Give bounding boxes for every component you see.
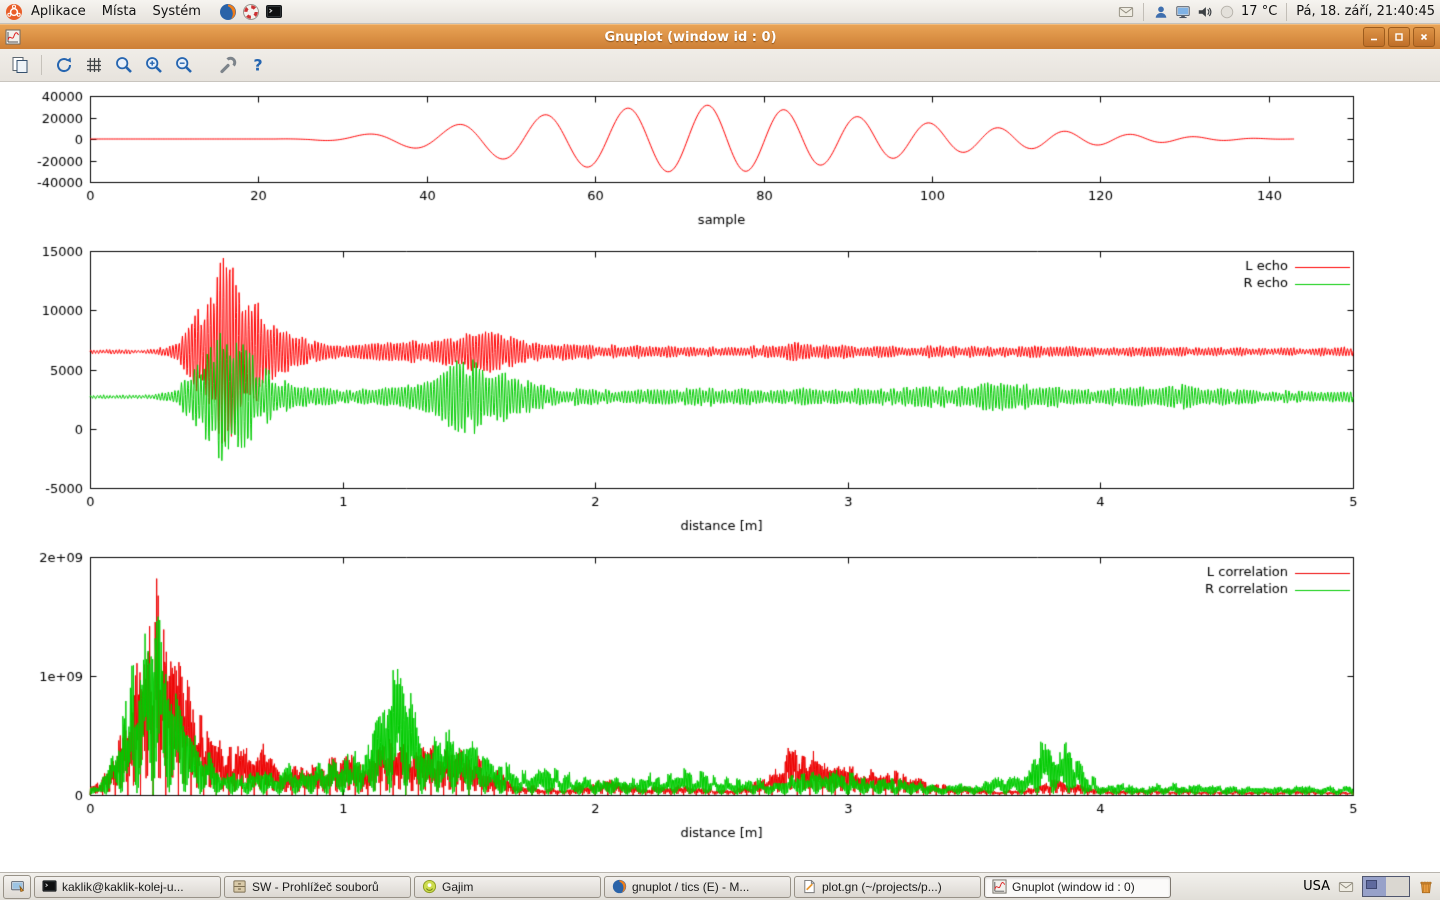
terminal-launcher-icon[interactable] xyxy=(265,3,283,21)
workspace-switcher[interactable] xyxy=(1362,876,1410,897)
workspace-1[interactable] xyxy=(1363,877,1386,896)
svg-text:?: ? xyxy=(253,56,262,75)
zoom-out-button[interactable] xyxy=(170,52,197,78)
trash-icon[interactable] xyxy=(1418,879,1434,895)
user-icon[interactable] xyxy=(1153,4,1169,20)
taskbar-button-gnuplot[interactable]: Gnuplot (window id : 0) xyxy=(984,875,1171,898)
gajim-icon xyxy=(421,879,437,895)
taskbar-button-label: Gajim xyxy=(442,879,474,894)
show-desktop-button[interactable] xyxy=(3,874,31,899)
taskbar-button-gajim[interactable]: Gajim xyxy=(414,875,601,898)
taskbar-button-label: SW - Prohlížeč souborů xyxy=(252,879,379,894)
mail-icon[interactable] xyxy=(1338,879,1354,895)
taskbar-button-label: kaklik@kaklik-kolej-u... xyxy=(62,879,184,894)
terminal-icon xyxy=(41,879,57,895)
firefox-icon xyxy=(611,879,627,895)
taskbar-button-label: gnuplot / tics (E) - M... xyxy=(632,879,750,894)
clock[interactable]: Pá, 18. září, 21:40:45 xyxy=(1296,4,1435,19)
replot-button[interactable] xyxy=(50,52,77,78)
window-title: Gnuplot (window id : 0) xyxy=(604,29,777,45)
help-launcher-icon[interactable] xyxy=(242,3,260,21)
toggle-grid-button[interactable] xyxy=(80,52,107,78)
zoom-previous-button[interactable] xyxy=(110,52,137,78)
plot-area xyxy=(0,82,1440,872)
close-button[interactable] xyxy=(1413,27,1435,47)
taskbar-button-editor[interactable]: plot.gn (~/projects/p...) xyxy=(794,875,981,898)
zoom-in-button[interactable] xyxy=(140,52,167,78)
weather-icon[interactable] xyxy=(1219,4,1235,20)
taskbar-button-label: plot.gn (~/projects/p...) xyxy=(822,879,942,894)
maximize-button[interactable] xyxy=(1388,27,1410,47)
gnuplot-icon xyxy=(991,879,1007,895)
gnuplot-window-icon xyxy=(5,29,21,45)
firefox-launcher-icon[interactable] xyxy=(219,3,237,21)
menu-places[interactable]: Místa xyxy=(101,4,137,19)
window-titlebar[interactable]: Gnuplot (window id : 0) xyxy=(0,24,1440,49)
taskbar-button-terminal[interactable]: kaklik@kaklik-kolej-u... xyxy=(34,875,221,898)
file-manager-icon xyxy=(231,879,247,895)
ubuntu-logo-icon[interactable] xyxy=(5,3,23,21)
gnuplot-canvas[interactable] xyxy=(0,82,1440,872)
volume-icon[interactable] xyxy=(1197,4,1213,20)
menu-system[interactable]: Systém xyxy=(152,4,201,19)
workspace-2[interactable] xyxy=(1386,877,1409,896)
help-button[interactable]: ? xyxy=(244,52,271,78)
configure-button[interactable] xyxy=(214,52,241,78)
copy-to-clipboard-button[interactable] xyxy=(6,52,33,78)
gnuplot-toolbar: ? xyxy=(0,49,1440,82)
menu-applications[interactable]: Aplikace xyxy=(31,4,86,19)
toolbar-separator xyxy=(41,55,42,75)
display-icon[interactable] xyxy=(1175,4,1191,20)
temperature-label[interactable]: 17 °C xyxy=(1241,4,1278,19)
taskbar-button-label: Gnuplot (window id : 0) xyxy=(1012,879,1135,894)
panel-separator xyxy=(1286,2,1288,21)
bottom-taskbar: kaklik@kaklik-kolej-u... SW - Prohlížeč … xyxy=(0,872,1440,900)
minimize-button[interactable] xyxy=(1363,27,1385,47)
panel-separator xyxy=(1143,2,1145,21)
taskbar-button-firefox[interactable]: gnuplot / tics (E) - M... xyxy=(604,875,791,898)
taskbar-button-file-manager[interactable]: SW - Prohlížeč souborů xyxy=(224,875,411,898)
top-panel: Aplikace Místa Systém xyxy=(0,0,1440,24)
text-editor-icon xyxy=(801,879,817,895)
keyboard-layout-indicator[interactable]: USA xyxy=(1303,879,1330,894)
mail-icon[interactable] xyxy=(1118,4,1134,20)
